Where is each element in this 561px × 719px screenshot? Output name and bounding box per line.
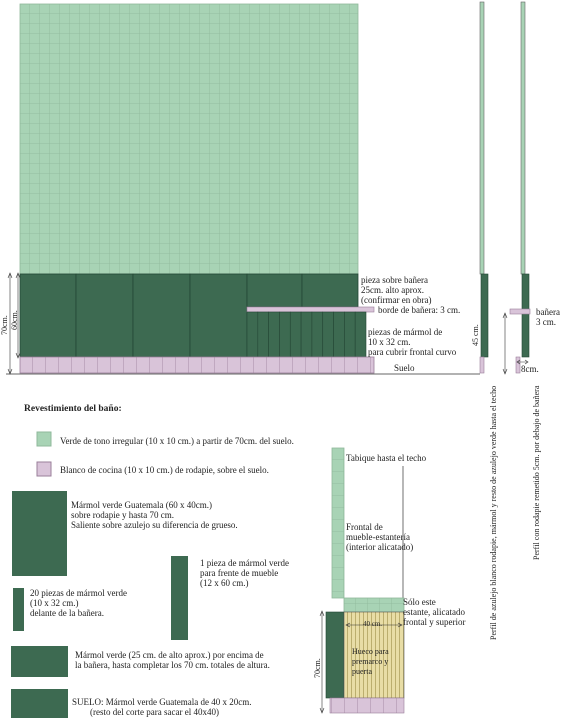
dimension-lines-left bbox=[7, 272, 21, 375]
label-pieza-sobre-banera: pieza sobre bañera 25cm. alto aprox. (co… bbox=[361, 275, 432, 305]
label-solo-este: Sólo este estante, alicatado frontal y s… bbox=[403, 597, 466, 627]
tub-strip bbox=[268, 311, 280, 358]
tub-strip bbox=[333, 311, 345, 358]
swatch-pink-plinth bbox=[36, 461, 52, 477]
profile-2 bbox=[502, 1, 531, 375]
label-piezas-marmol: piezas de mármol de 10 x 32 cm. para cub… bbox=[368, 327, 457, 357]
dim-70-arrows bbox=[319, 610, 325, 714]
legend-item-floor: SUELO: Mármol verde Guatemala de 40 x 20… bbox=[72, 697, 252, 717]
label-suelo: Suelo bbox=[394, 363, 415, 373]
tub-strip bbox=[289, 311, 302, 358]
dim-60cm-label: 60cm. bbox=[10, 310, 19, 330]
swatch-marble-over-tub bbox=[11, 646, 68, 677]
label-frontal: Frontal de mueble-estantería (interior a… bbox=[346, 522, 414, 552]
tub-strip bbox=[354, 311, 367, 358]
profile-1-caption: Perfil de azulejo blanco rodapie, mármol… bbox=[489, 385, 498, 640]
dim-45cm-label: 45 cm. bbox=[471, 324, 480, 346]
tub-strip bbox=[322, 311, 334, 358]
legend-item-green-tile: Verde de tono irregular (10 x 10 cm.) a … bbox=[60, 436, 294, 446]
cabinet-partition-tiles bbox=[331, 447, 345, 599]
cabinet-plinth bbox=[329, 697, 405, 714]
legend-item-marble-over-tub: Mármol verde (25 cm. de alto aprox.) por… bbox=[75, 650, 270, 670]
label-dim-40: 40 cm. bbox=[363, 620, 383, 628]
swatch-green-tile bbox=[36, 431, 52, 447]
label-borde-banera: borde de bañera: 3 cm. bbox=[378, 305, 461, 315]
legend-title: Revestimiento del baño: bbox=[24, 404, 122, 414]
tub-strip bbox=[246, 311, 259, 358]
cabinet-hollow bbox=[343, 611, 405, 699]
legend-item-pink-plinth: Blanco de cocina (10 x 10 cm.) de rodapi… bbox=[60, 465, 269, 475]
swatch-floor-marble bbox=[11, 689, 68, 718]
green-tile-wall bbox=[19, 3, 359, 275]
tub-strip bbox=[344, 311, 356, 358]
swatch-marble-large bbox=[12, 491, 67, 576]
plinth-row bbox=[19, 356, 375, 374]
tub-strip bbox=[311, 311, 324, 358]
marble-wall-panels bbox=[19, 273, 359, 358]
dim-8cm-label: 8cm. bbox=[521, 364, 539, 374]
tub-strip bbox=[257, 311, 269, 358]
cabinet-shelf-tiles bbox=[343, 597, 405, 613]
profile-1 bbox=[479, 1, 489, 374]
legend-item-marble-large: Mármol verde Guatemala (60 x 40cm.) sobr… bbox=[71, 500, 238, 530]
dim-40-arrows bbox=[345, 622, 403, 628]
dim-70cm-cabinet-label: 70cm. bbox=[313, 658, 322, 678]
tub-strip bbox=[279, 311, 291, 358]
label-hueco: Hueco para premarco y puerta bbox=[352, 647, 389, 676]
dim-70cm-label: 70cm. bbox=[0, 315, 9, 335]
bathtub-edge bbox=[246, 306, 375, 313]
label-tabique: Tabique hasta el techo bbox=[346, 453, 427, 463]
label-banera-3cm: bañera 3 cm. bbox=[536, 307, 560, 327]
swatch-marble-strip bbox=[13, 588, 24, 631]
cabinet-front-marble bbox=[325, 611, 345, 699]
bathtub-front-pieces bbox=[246, 311, 367, 358]
tub-strip bbox=[300, 311, 313, 358]
legend-item-marble-strips: 20 piezas de mármol verde (10 x 32 cm.) … bbox=[30, 588, 127, 618]
swatch-marble-furniture bbox=[171, 556, 188, 640]
profile-2-caption: Perfil con rodapie remetido 5cm. por deb… bbox=[532, 385, 541, 560]
legend-item-marble-furniture: 1 pieza de mármol verde para frente de m… bbox=[200, 558, 289, 588]
